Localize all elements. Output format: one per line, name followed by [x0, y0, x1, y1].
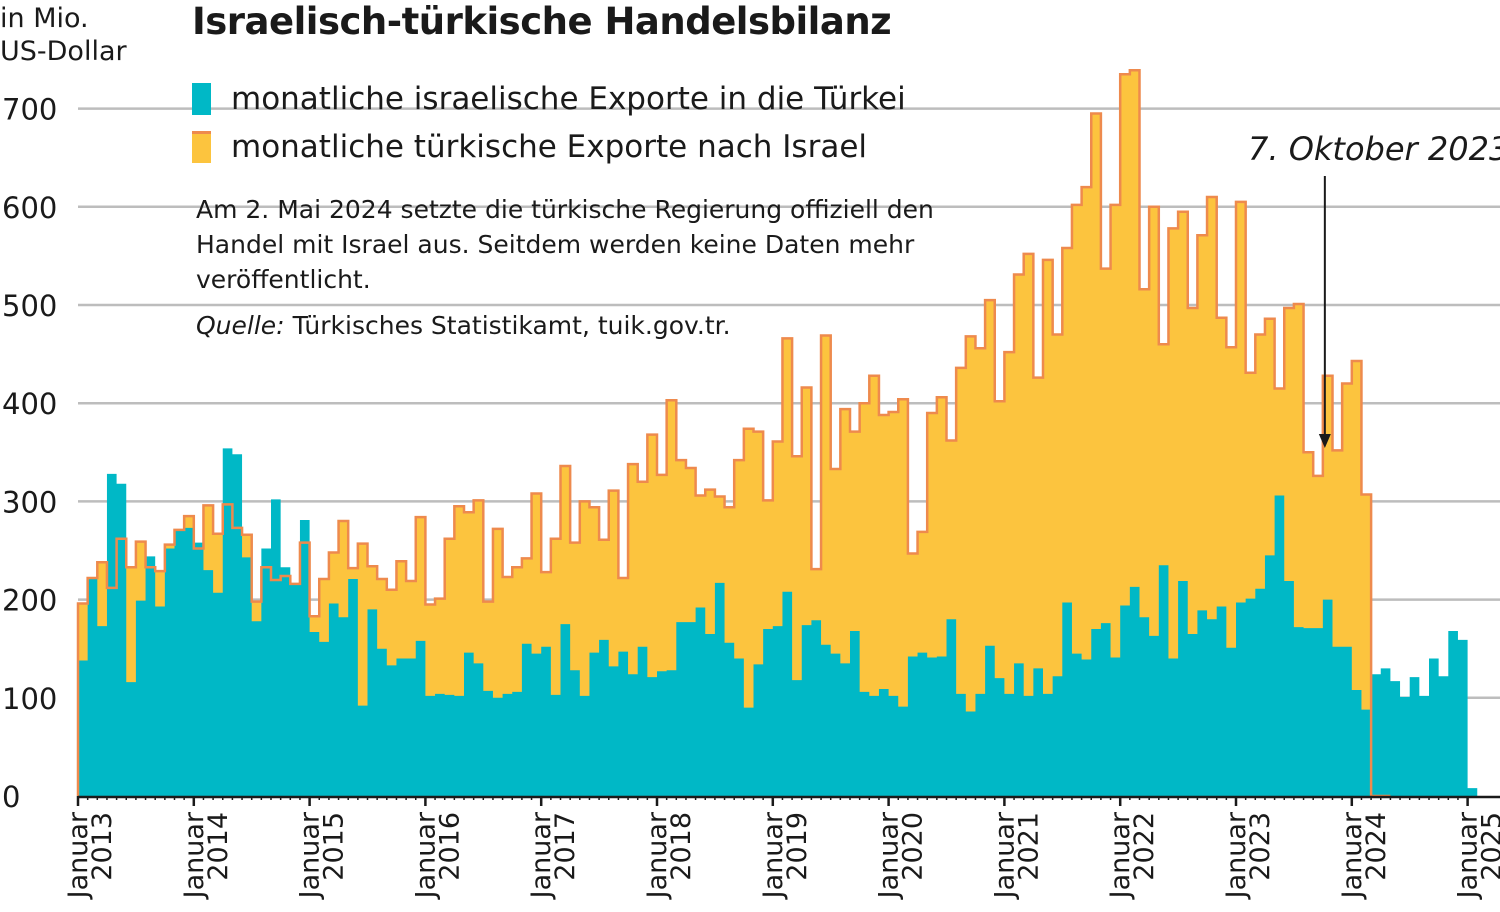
legend-item-turkey: monatliche türkische Exporte nach Israel — [192, 129, 867, 165]
x-tick-label-year-2021: 2021 — [1013, 812, 1044, 881]
x-tick-label-month-2023: Januar — [1221, 811, 1252, 900]
x-tick-label-year-2015: 2015 — [319, 812, 350, 881]
x-tick-label-month-2018: Januar — [642, 811, 673, 900]
x-tick-label-month-2025: Januar — [1453, 811, 1484, 900]
x-tick-label-year-2014: 2014 — [203, 812, 234, 881]
x-tick-label-year-2018: 2018 — [666, 812, 697, 881]
x-tick-label-month-2024: Januar — [1337, 811, 1368, 900]
x-tick-label-month-2020: Januar — [874, 811, 905, 900]
x-tick-label-month-2015: Januar — [295, 811, 326, 900]
x-tick-label-year-2024: 2024 — [1361, 812, 1392, 881]
x-tick-label-year-2020: 2020 — [898, 812, 929, 881]
chart-note: Am 2. Mai 2024 setzte die türkische Regi… — [196, 195, 934, 294]
y-tick-label-200: 200 — [2, 584, 57, 618]
y-tick-label-600: 600 — [2, 191, 57, 225]
y-tick-label-300: 300 — [2, 485, 57, 519]
x-tick-label-year-2016: 2016 — [434, 812, 465, 881]
legend-swatch-turkey — [192, 131, 211, 163]
y-axis-unit-label: in Mio. US-Dollar — [0, 3, 127, 67]
x-tick-label-month-2013: Januar — [63, 811, 94, 900]
x-tick-label-year-2022: 2022 — [1129, 812, 1160, 881]
area-israeli-exports — [78, 448, 1487, 796]
source-text: Türkisches Statistikamt, tuik.gov.tr. — [292, 311, 731, 340]
x-tick-label-year-2019: 2019 — [782, 812, 813, 881]
annotation-arrow-head — [1318, 434, 1331, 448]
x-tick-label-month-2014: Januar — [179, 811, 210, 900]
source-note: Quelle: Türkisches Statistikamt, tuik.go… — [196, 308, 796, 343]
x-tick-label-year-2013: 2013 — [87, 812, 118, 881]
chart-title: Israelisch-türkische Handelsbilanz — [192, 0, 892, 43]
x-tick-label-month-2016: Januar — [410, 811, 441, 900]
legend-swatch-israel — [192, 83, 211, 115]
y-tick-label-0: 0 — [2, 780, 20, 814]
y-tick-label-100: 100 — [2, 682, 57, 716]
y-tick-label-400: 400 — [2, 387, 57, 421]
x-tick-label-month-2019: Januar — [758, 811, 789, 900]
x-tick-label-year-2023: 2023 — [1245, 812, 1276, 881]
y-tick-label-500: 500 — [2, 289, 57, 323]
x-tick-label-month-2017: Januar — [526, 811, 557, 900]
source-label: Quelle: — [196, 311, 285, 340]
line-turkish-exports — [76, 69, 1391, 798]
legend-label-israel: monatliche israelische Exporte in die Tü… — [231, 81, 906, 117]
y-tick-label-700: 700 — [2, 93, 57, 127]
x-tick-label-month-2021: Januar — [989, 811, 1020, 900]
annotation-label: 7. Oktober 2023 — [1248, 130, 1500, 168]
x-tick-label-year-2017: 2017 — [550, 812, 581, 881]
x-tick-label-year-2025: 2025 — [1477, 812, 1500, 881]
legend-item-israel: monatliche israelische Exporte in die Tü… — [192, 81, 906, 117]
x-tick-label-month-2022: Januar — [1105, 811, 1136, 900]
legend-label-turkey: monatliche türkische Exporte nach Israel — [231, 129, 867, 165]
